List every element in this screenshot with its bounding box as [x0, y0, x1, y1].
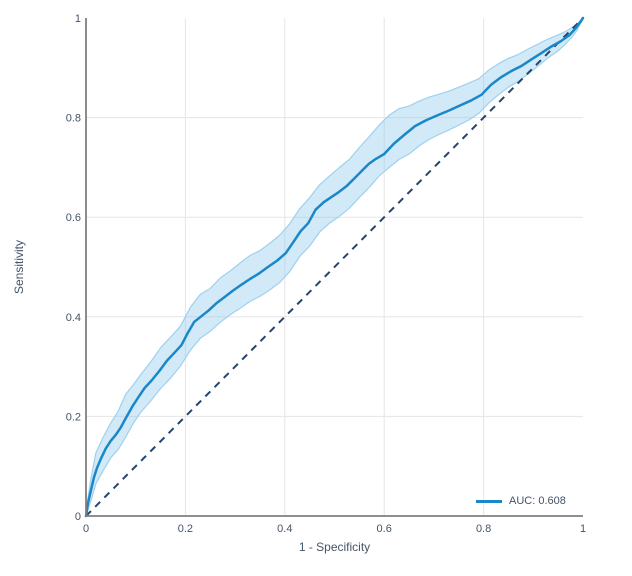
y-tick-label: 0	[75, 511, 81, 523]
legend-line-swatch	[476, 499, 502, 503]
legend: AUC: 0.608	[476, 495, 566, 507]
y-tick-label: 0.4	[66, 312, 81, 324]
y-tick-label: 0.2	[66, 411, 81, 423]
x-tick-label: 1	[580, 523, 586, 535]
reference-diagonal	[85, 17, 584, 517]
x-tick-label: 0.4	[277, 523, 292, 535]
x-tick-label: 0	[83, 523, 89, 535]
y-tick-label: 0.8	[66, 113, 81, 125]
x-tick-label: 0.6	[377, 523, 392, 535]
y-tick-label: 0.6	[66, 212, 81, 224]
y-axis-title: Sensitivity	[12, 239, 26, 295]
y-tick-label: 1	[75, 13, 81, 25]
legend-label: AUC: 0.608	[509, 495, 566, 507]
x-tick-label: 0.2	[178, 523, 193, 535]
roc-curve	[84, 16, 585, 518]
x-tick-label: 0.8	[476, 523, 491, 535]
x-axis-title: 1 - Specificity	[298, 540, 371, 554]
